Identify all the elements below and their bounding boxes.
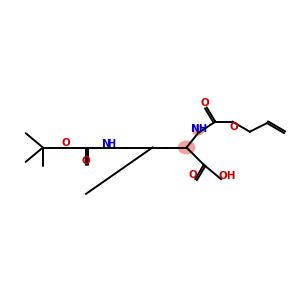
Text: O: O	[229, 122, 238, 132]
Text: O: O	[82, 156, 90, 166]
Ellipse shape	[178, 141, 196, 154]
Text: OH: OH	[218, 171, 236, 181]
Text: O: O	[189, 170, 198, 180]
Text: N: N	[191, 124, 200, 134]
Text: N: N	[102, 139, 110, 148]
Text: H: H	[107, 139, 115, 148]
Ellipse shape	[192, 125, 205, 136]
Text: O: O	[200, 98, 209, 108]
Text: O: O	[61, 138, 70, 148]
Text: H: H	[198, 124, 206, 134]
